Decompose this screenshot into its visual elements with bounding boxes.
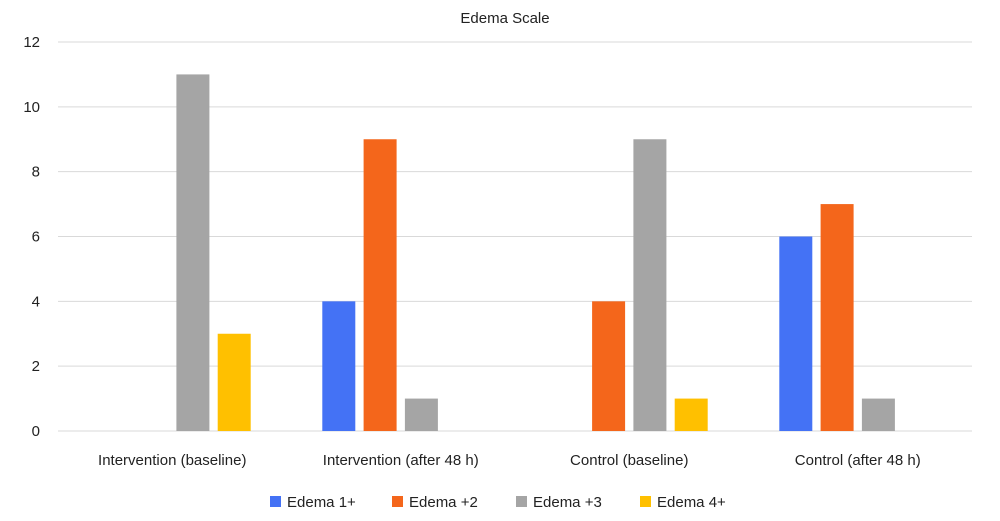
legend-swatch (640, 496, 651, 507)
legend-swatch (392, 496, 403, 507)
y-tick-label: 4 (32, 293, 40, 310)
y-tick-label: 8 (32, 164, 40, 181)
legend: Edema 1+ Edema +2 Edema +3 Edema 4+ (270, 494, 726, 511)
bar-3-2 (592, 301, 626, 431)
x-category-label: Intervention (after 48 h) (323, 452, 479, 469)
chart-title: Edema Scale (460, 10, 549, 27)
bar-4-1 (779, 236, 813, 431)
x-category-label: Intervention (baseline) (98, 452, 246, 469)
y-axis-tick-labels: 0 2 4 6 8 10 12 (23, 34, 40, 440)
legend-swatch (270, 496, 281, 507)
bar-2-3 (404, 398, 438, 431)
bar-3-3 (633, 139, 667, 431)
legend-label: Edema 4+ (657, 494, 726, 511)
y-tick-label: 10 (23, 99, 40, 116)
bar-4-3 (861, 398, 895, 431)
legend-swatch (516, 496, 527, 507)
bars (176, 74, 895, 432)
legend-label: Edema +3 (533, 494, 602, 511)
legend-label: Edema 1+ (287, 494, 356, 511)
y-tick-label: 12 (23, 34, 40, 51)
legend-label: Edema +2 (409, 494, 478, 511)
x-axis-category-labels: Intervention (baseline) Intervention (aft… (98, 452, 921, 469)
y-tick-label: 6 (32, 229, 40, 246)
bar-2-2 (363, 139, 397, 431)
x-category-label: Control (after 48 h) (795, 452, 921, 469)
bar-3-4 (674, 398, 708, 431)
gridlines (58, 41, 972, 432)
bar-1-3 (176, 74, 210, 432)
x-category-label: Control (baseline) (570, 452, 688, 469)
bar-1-4 (217, 333, 251, 431)
bar-2-1 (322, 301, 356, 431)
y-tick-label: 0 (32, 423, 40, 440)
bar-4-2 (820, 204, 854, 431)
y-tick-label: 2 (32, 358, 40, 375)
